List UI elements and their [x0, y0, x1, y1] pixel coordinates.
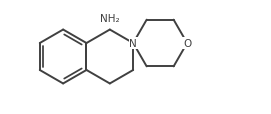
Text: N: N: [129, 39, 137, 49]
Text: O: O: [183, 39, 191, 49]
Text: NH₂: NH₂: [100, 14, 120, 24]
